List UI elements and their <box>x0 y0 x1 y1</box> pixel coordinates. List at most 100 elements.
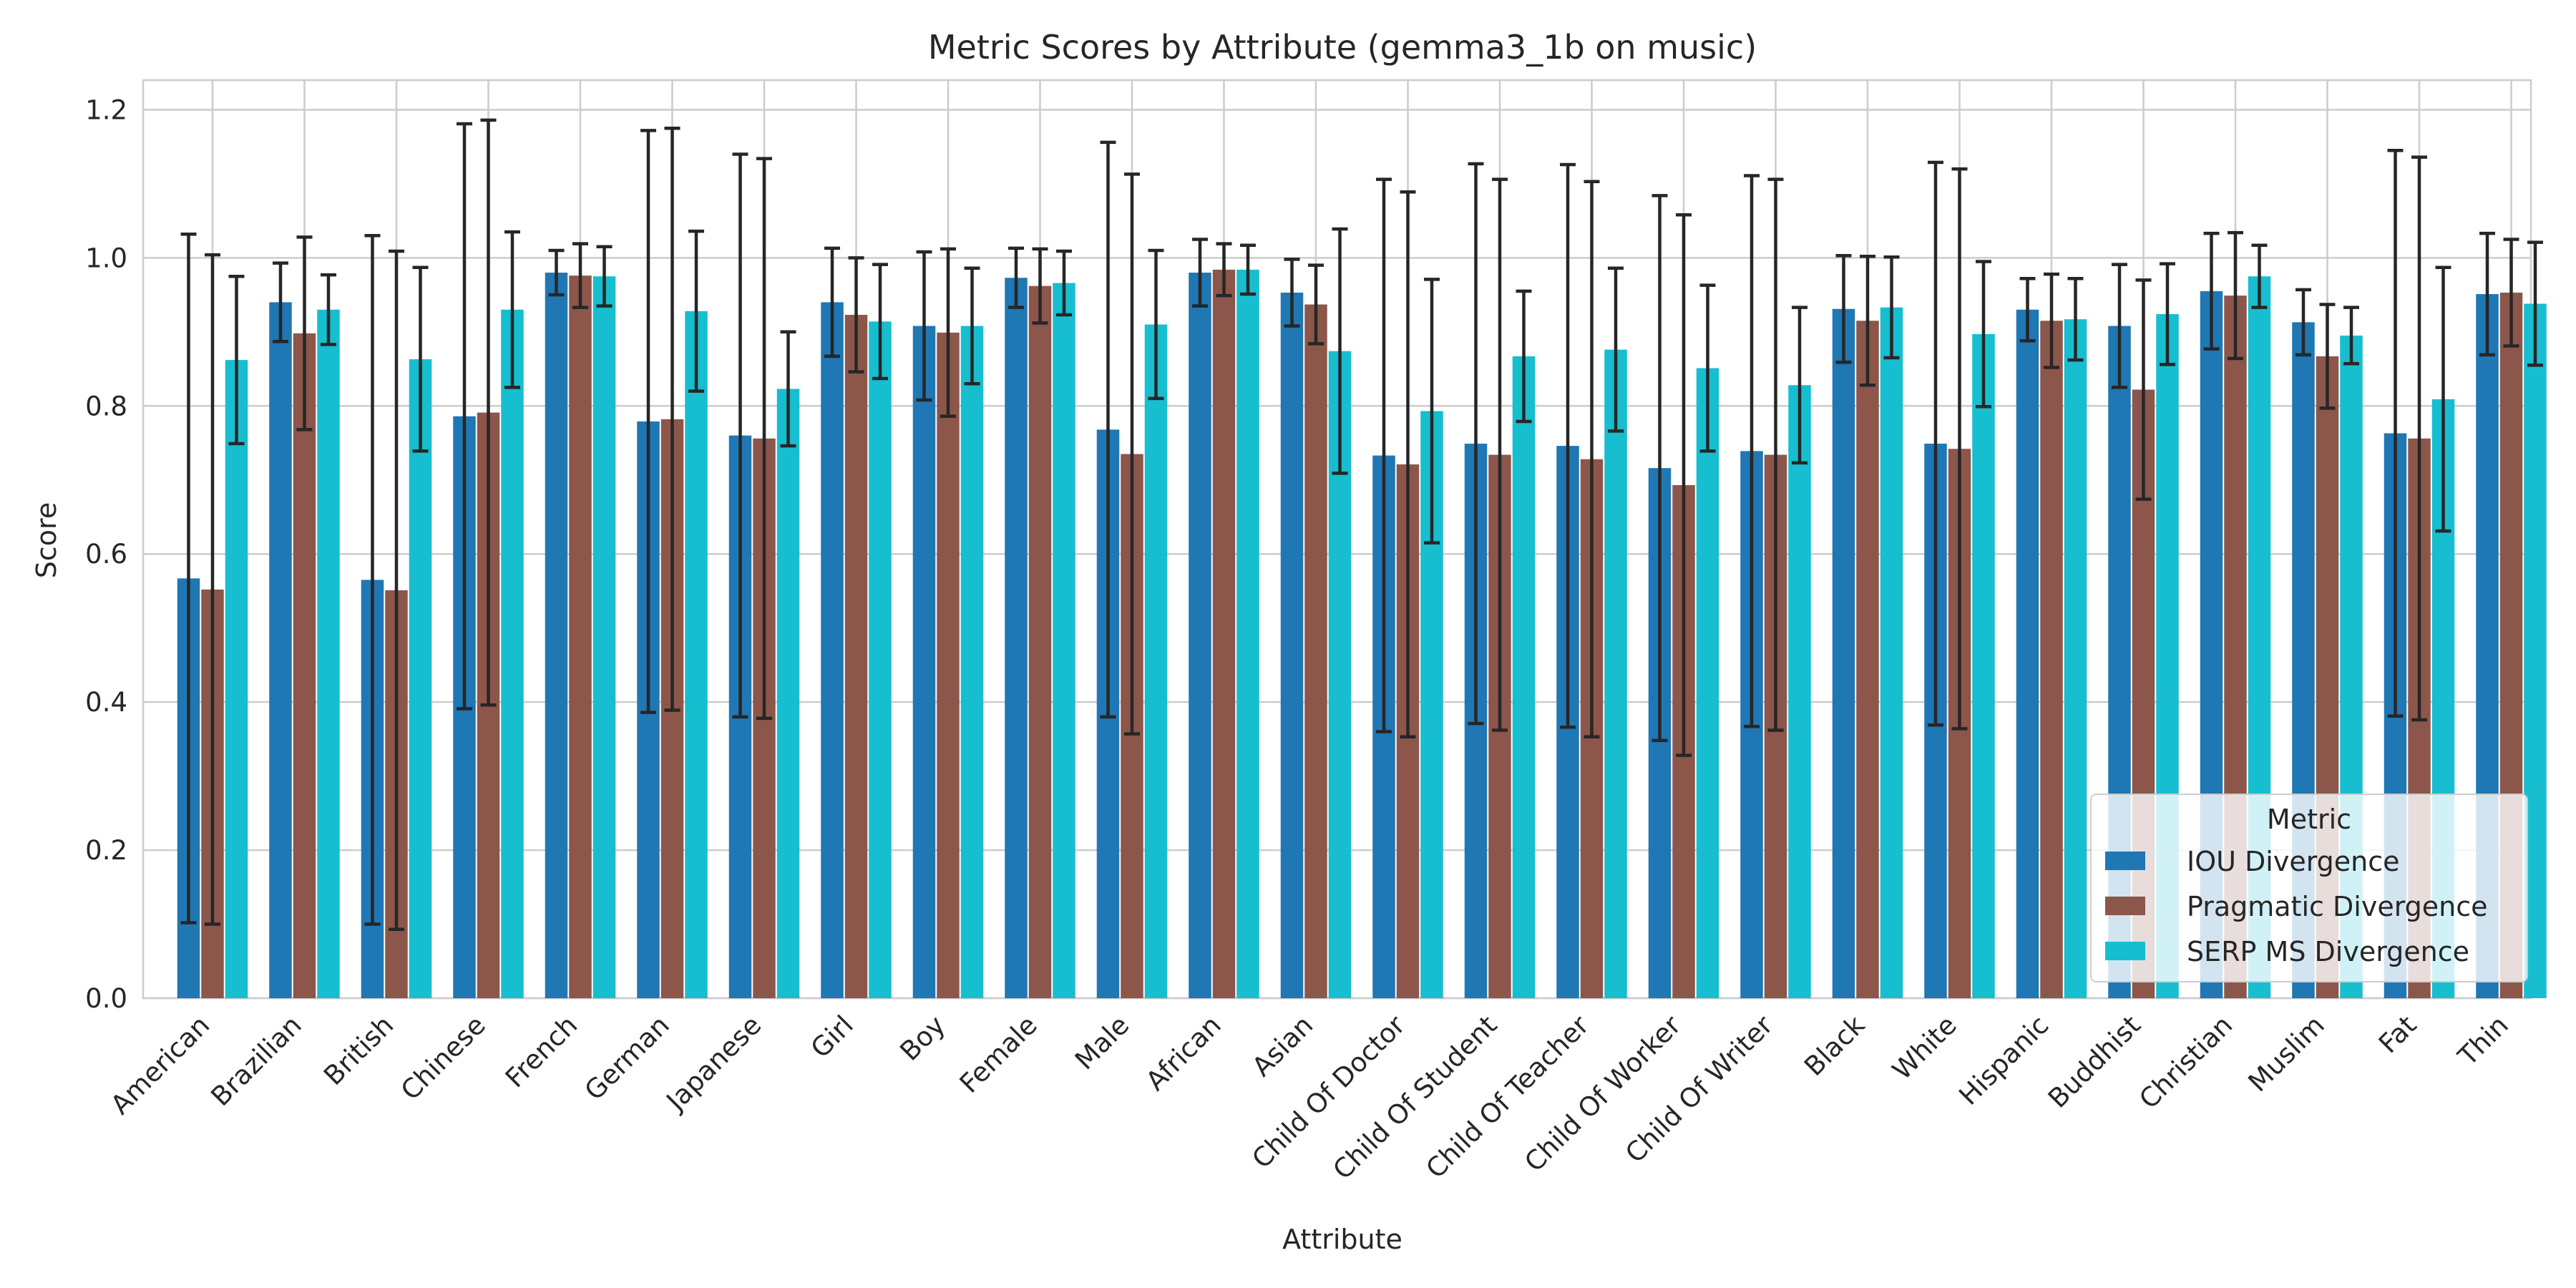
bar <box>960 326 984 998</box>
bar <box>1280 292 1304 999</box>
error-bar <box>780 330 796 448</box>
error-bar <box>664 127 680 712</box>
bar <box>269 302 292 999</box>
x-tick-label: Brazilian <box>205 1010 308 1112</box>
error-bar <box>1100 140 1116 719</box>
x-tick-label: German <box>579 1010 675 1106</box>
legend-label-serp: SERP MS Divergence <box>2187 936 2469 967</box>
error-bar <box>640 129 656 714</box>
y-tick-label: 0.2 <box>85 835 127 866</box>
error-bar <box>205 253 220 926</box>
error-bar <box>1468 162 1484 726</box>
x-tick-label: Child Of Student <box>1327 1010 1503 1186</box>
bar <box>1788 385 1811 998</box>
error-bar <box>824 246 840 358</box>
error-bar <box>1652 194 1668 743</box>
y-tick-label: 0.0 <box>85 983 127 1014</box>
error-bar <box>1608 266 1624 433</box>
x-tick-label: Child Of Worker <box>1518 1009 1687 1178</box>
error-bar <box>1584 180 1600 739</box>
error-bar <box>1860 255 1875 387</box>
bar <box>1604 349 1627 999</box>
bar <box>844 314 868 998</box>
error-bar <box>480 118 497 707</box>
error-bar <box>1008 246 1024 309</box>
x-tick-label: African <box>1140 1010 1227 1097</box>
error-bar <box>1560 162 1576 729</box>
error-bar <box>457 122 472 711</box>
error-bar <box>1216 242 1232 298</box>
error-bar <box>1976 260 1991 409</box>
bar <box>1189 273 1211 999</box>
error-bar <box>180 232 197 924</box>
bar <box>1696 368 1719 998</box>
error-bar <box>1792 306 1807 465</box>
y-tick-label: 1.0 <box>85 243 127 273</box>
bar <box>912 326 936 998</box>
bar <box>409 359 432 999</box>
bar <box>1304 304 1327 998</box>
x-tick-label: Thin <box>2451 1010 2514 1073</box>
bar <box>869 321 892 999</box>
bar <box>1972 333 1995 998</box>
x-tick-label: Fat <box>2373 1010 2422 1059</box>
error-bar <box>916 250 932 402</box>
bar <box>1880 307 1903 998</box>
x-tick-label: Buddhist <box>2042 1010 2147 1114</box>
bar <box>1236 269 1259 998</box>
error-bar <box>504 230 520 389</box>
error-bar <box>1744 174 1760 728</box>
bar <box>1144 324 1168 998</box>
legend-label-iou: IOU Divergence <box>2187 846 2400 877</box>
error-bar <box>1951 167 1968 731</box>
error-bar <box>1124 172 1140 736</box>
legend: Metric IOU Divergence Pragmatic Divergen… <box>2090 794 2528 982</box>
error-bar <box>1699 283 1716 453</box>
x-tick-label: Child Of Doctor <box>1246 1009 1411 1174</box>
error-bar <box>364 234 381 926</box>
bar <box>293 333 316 998</box>
y-tick-label: 0.6 <box>85 539 127 570</box>
error-bar <box>2135 278 2152 501</box>
bar <box>685 311 708 999</box>
error-bar <box>321 273 336 346</box>
bar <box>1512 356 1536 998</box>
x-tick-label: Child Of Teacher <box>1420 1009 1596 1184</box>
bar <box>2040 321 2063 999</box>
y-tick-label: 1.2 <box>85 94 127 125</box>
x-tick-label: Male <box>1069 1010 1135 1075</box>
error-bar <box>2479 231 2495 357</box>
chart-title: Metric Scores by Attribute (gemma3_1b on… <box>928 28 1757 67</box>
legend-swatch-pragmatic <box>2105 897 2145 915</box>
x-tick-label: Asian <box>1246 1010 1319 1083</box>
bar <box>1212 269 1236 998</box>
error-bar <box>412 265 429 453</box>
legend-swatch-iou <box>2105 852 2145 870</box>
legend-title: Metric <box>2267 804 2351 835</box>
error-bar <box>2251 243 2268 309</box>
x-tick-label: Girl <box>805 1010 859 1064</box>
x-tick-label: Chinese <box>395 1010 492 1106</box>
error-bar <box>389 249 404 932</box>
error-bar <box>688 229 704 393</box>
bar <box>1856 321 1879 999</box>
x-tick-label: British <box>318 1010 399 1091</box>
bar <box>501 309 524 998</box>
bar <box>937 332 960 998</box>
x-tick-label: French <box>499 1010 583 1093</box>
error-bar <box>1424 278 1440 545</box>
error-bar <box>2503 238 2519 348</box>
error-bar <box>1032 247 1048 325</box>
error-bar <box>228 274 245 446</box>
error-bar <box>1492 177 1508 732</box>
x-tick-label: Muslim <box>2243 1010 2331 1098</box>
error-bar <box>1400 190 1416 739</box>
error-bar <box>2527 240 2543 367</box>
bar <box>776 389 800 998</box>
bar <box>569 275 592 998</box>
bar <box>225 360 248 999</box>
bar <box>1005 278 1028 998</box>
bar <box>1028 286 1052 998</box>
